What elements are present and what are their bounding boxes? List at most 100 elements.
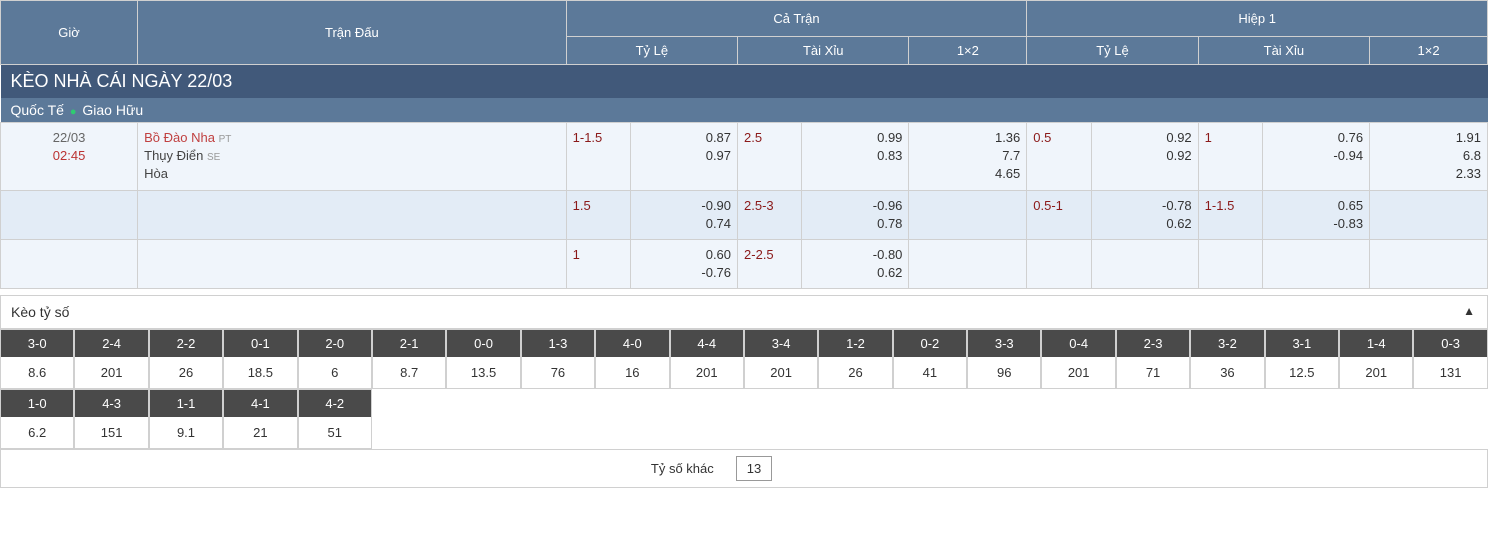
score-cell[interactable]: 1-376 bbox=[521, 329, 595, 389]
ft-ou-spread[interactable]: 2-2.5 bbox=[738, 239, 802, 288]
score-cell[interactable]: 3-4201 bbox=[744, 329, 818, 389]
ft-hdp-odds[interactable]: 0.870.97 bbox=[630, 123, 737, 191]
h1-1x2-odds[interactable] bbox=[1370, 239, 1488, 288]
score-cell[interactable]: 4-016 bbox=[595, 329, 669, 389]
ft-hdp-odds[interactable]: -0.900.74 bbox=[630, 190, 737, 239]
odds-row: 1.5 -0.900.74 2.5-3 -0.960.78 0.5-1 -0.7… bbox=[1, 190, 1488, 239]
score-other-value[interactable]: 13 bbox=[736, 456, 772, 481]
score-value: 0-4 bbox=[1042, 330, 1114, 357]
score-odds: 6 bbox=[299, 357, 371, 388]
score-cell[interactable]: 1-06.2 bbox=[0, 389, 74, 449]
score-cell[interactable]: 0-3131 bbox=[1413, 329, 1487, 389]
score-cell[interactable]: 4-121 bbox=[223, 389, 297, 449]
ft-hdp-odds[interactable]: 0.60-0.76 bbox=[630, 239, 737, 288]
score-value: 0-3 bbox=[1414, 330, 1486, 357]
score-cell[interactable]: 1-4201 bbox=[1339, 329, 1413, 389]
score-odds: 131 bbox=[1414, 357, 1486, 388]
ft-hdp-spread[interactable]: 1 bbox=[566, 239, 630, 288]
col-match: Trận Đấu bbox=[138, 1, 567, 65]
col-h1-hdp: Tỷ Lệ bbox=[1027, 37, 1198, 65]
score-odds: 13.5 bbox=[447, 357, 519, 388]
h1-hdp-odds[interactable] bbox=[1091, 239, 1198, 288]
team-away-code: SE bbox=[207, 152, 220, 163]
score-cell[interactable]: 3-396 bbox=[967, 329, 1041, 389]
score-cell[interactable]: 2-18.7 bbox=[372, 329, 446, 389]
score-cell[interactable]: 2-06 bbox=[298, 329, 372, 389]
h1-hdp-odds[interactable]: 0.920.92 bbox=[1091, 123, 1198, 191]
score-odds: 51 bbox=[299, 417, 371, 448]
score-odds: 201 bbox=[75, 357, 147, 388]
score-odds: 26 bbox=[819, 357, 891, 388]
score-cell[interactable]: 1-19.1 bbox=[149, 389, 223, 449]
h1-ou-spread[interactable]: 1-1.5 bbox=[1198, 190, 1262, 239]
col-h1-ou: Tài Xỉu bbox=[1198, 37, 1369, 65]
score-cell[interactable]: 3-112.5 bbox=[1265, 329, 1339, 389]
h1-ou-odds[interactable] bbox=[1262, 239, 1369, 288]
league-row[interactable]: Quốc Tế ● Giao Hữu bbox=[1, 98, 1488, 123]
score-value: 4-2 bbox=[299, 390, 371, 417]
ft-hdp-spread[interactable]: 1-1.5 bbox=[566, 123, 630, 191]
h1-ou-odds[interactable]: 0.76-0.94 bbox=[1262, 123, 1369, 191]
col-ft-ou: Tài Xỉu bbox=[738, 37, 909, 65]
score-odds: 201 bbox=[1042, 357, 1114, 388]
score-value: 2-0 bbox=[299, 330, 371, 357]
h1-1x2-odds[interactable]: 1.916.82.33 bbox=[1370, 123, 1488, 191]
h1-hdp-spread[interactable]: 0.5 bbox=[1027, 123, 1091, 191]
score-cell[interactable]: 0-4201 bbox=[1041, 329, 1115, 389]
score-other-row: Tỷ số khác 13 bbox=[0, 449, 1488, 488]
correct-score-header[interactable]: Kèo tỷ số ▲ bbox=[0, 295, 1488, 329]
ft-ou-spread[interactable]: 2.5-3 bbox=[738, 190, 802, 239]
ft-ou-odds[interactable]: -0.800.62 bbox=[802, 239, 909, 288]
score-cell[interactable]: 2-226 bbox=[149, 329, 223, 389]
h1-ou-odds[interactable]: 0.65-0.83 bbox=[1262, 190, 1369, 239]
score-cell[interactable]: 2-371 bbox=[1116, 329, 1190, 389]
ft-1x2-odds[interactable] bbox=[909, 190, 1027, 239]
match-teams-cell: Bồ Đào Nha PT Thụy Điển SE Hòa bbox=[138, 123, 567, 191]
score-cell[interactable]: 4-3151 bbox=[74, 389, 148, 449]
ft-hdp-spread[interactable]: 1.5 bbox=[566, 190, 630, 239]
score-cell[interactable]: 0-241 bbox=[893, 329, 967, 389]
league-cell[interactable]: Quốc Tế ● Giao Hữu bbox=[1, 98, 1488, 123]
date-title-row: KÈO NHÀ CÁI NGÀY 22/03 bbox=[1, 65, 1488, 99]
odds-table: Giờ Trận Đấu Cả Trận Hiệp 1 Tỷ Lệ Tài Xỉ… bbox=[0, 0, 1488, 289]
score-cell[interactable]: 4-251 bbox=[298, 389, 372, 449]
score-value: 3-1 bbox=[1266, 330, 1338, 357]
score-value: 3-0 bbox=[1, 330, 73, 357]
score-cell[interactable]: 0-118.5 bbox=[223, 329, 297, 389]
h1-hdp-spread[interactable] bbox=[1027, 239, 1091, 288]
h1-ou-spread[interactable] bbox=[1198, 239, 1262, 288]
score-odds: 201 bbox=[745, 357, 817, 388]
score-value: 3-4 bbox=[745, 330, 817, 357]
score-odds: 16 bbox=[596, 357, 668, 388]
score-odds: 9.1 bbox=[150, 417, 222, 448]
score-cell[interactable]: 1-226 bbox=[818, 329, 892, 389]
h1-hdp-odds[interactable]: -0.780.62 bbox=[1091, 190, 1198, 239]
score-value: 2-4 bbox=[75, 330, 147, 357]
h1-1x2-odds[interactable] bbox=[1370, 190, 1488, 239]
ft-ou-spread[interactable]: 2.5 bbox=[738, 123, 802, 191]
col-ft-hdp: Tỷ Lệ bbox=[566, 37, 737, 65]
score-value: 1-0 bbox=[1, 390, 73, 417]
ft-1x2-odds[interactable]: 1.367.74.65 bbox=[909, 123, 1027, 191]
globe-icon: ● bbox=[70, 106, 77, 118]
match-time: 02:45 bbox=[7, 147, 131, 165]
ft-ou-odds[interactable]: -0.960.78 bbox=[802, 190, 909, 239]
ft-1x2-odds[interactable] bbox=[909, 239, 1027, 288]
score-value: 1-3 bbox=[522, 330, 594, 357]
score-odds: 96 bbox=[968, 357, 1040, 388]
score-cell[interactable]: 2-4201 bbox=[74, 329, 148, 389]
col-ft-1x2: 1×2 bbox=[909, 37, 1027, 65]
score-cell[interactable]: 4-4201 bbox=[670, 329, 744, 389]
score-cell[interactable]: 0-013.5 bbox=[446, 329, 520, 389]
score-odds: 6.2 bbox=[1, 417, 73, 448]
score-odds: 12.5 bbox=[1266, 357, 1338, 388]
h1-ou-spread[interactable]: 1 bbox=[1198, 123, 1262, 191]
match-date: 22/03 bbox=[7, 129, 131, 147]
league-country: Quốc Tế bbox=[11, 102, 64, 118]
h1-hdp-spread[interactable]: 0.5-1 bbox=[1027, 190, 1091, 239]
score-value: 4-0 bbox=[596, 330, 668, 357]
score-cell[interactable]: 3-08.6 bbox=[0, 329, 74, 389]
score-cell[interactable]: 3-236 bbox=[1190, 329, 1264, 389]
score-value: 1-4 bbox=[1340, 330, 1412, 357]
ft-ou-odds[interactable]: 0.990.83 bbox=[802, 123, 909, 191]
